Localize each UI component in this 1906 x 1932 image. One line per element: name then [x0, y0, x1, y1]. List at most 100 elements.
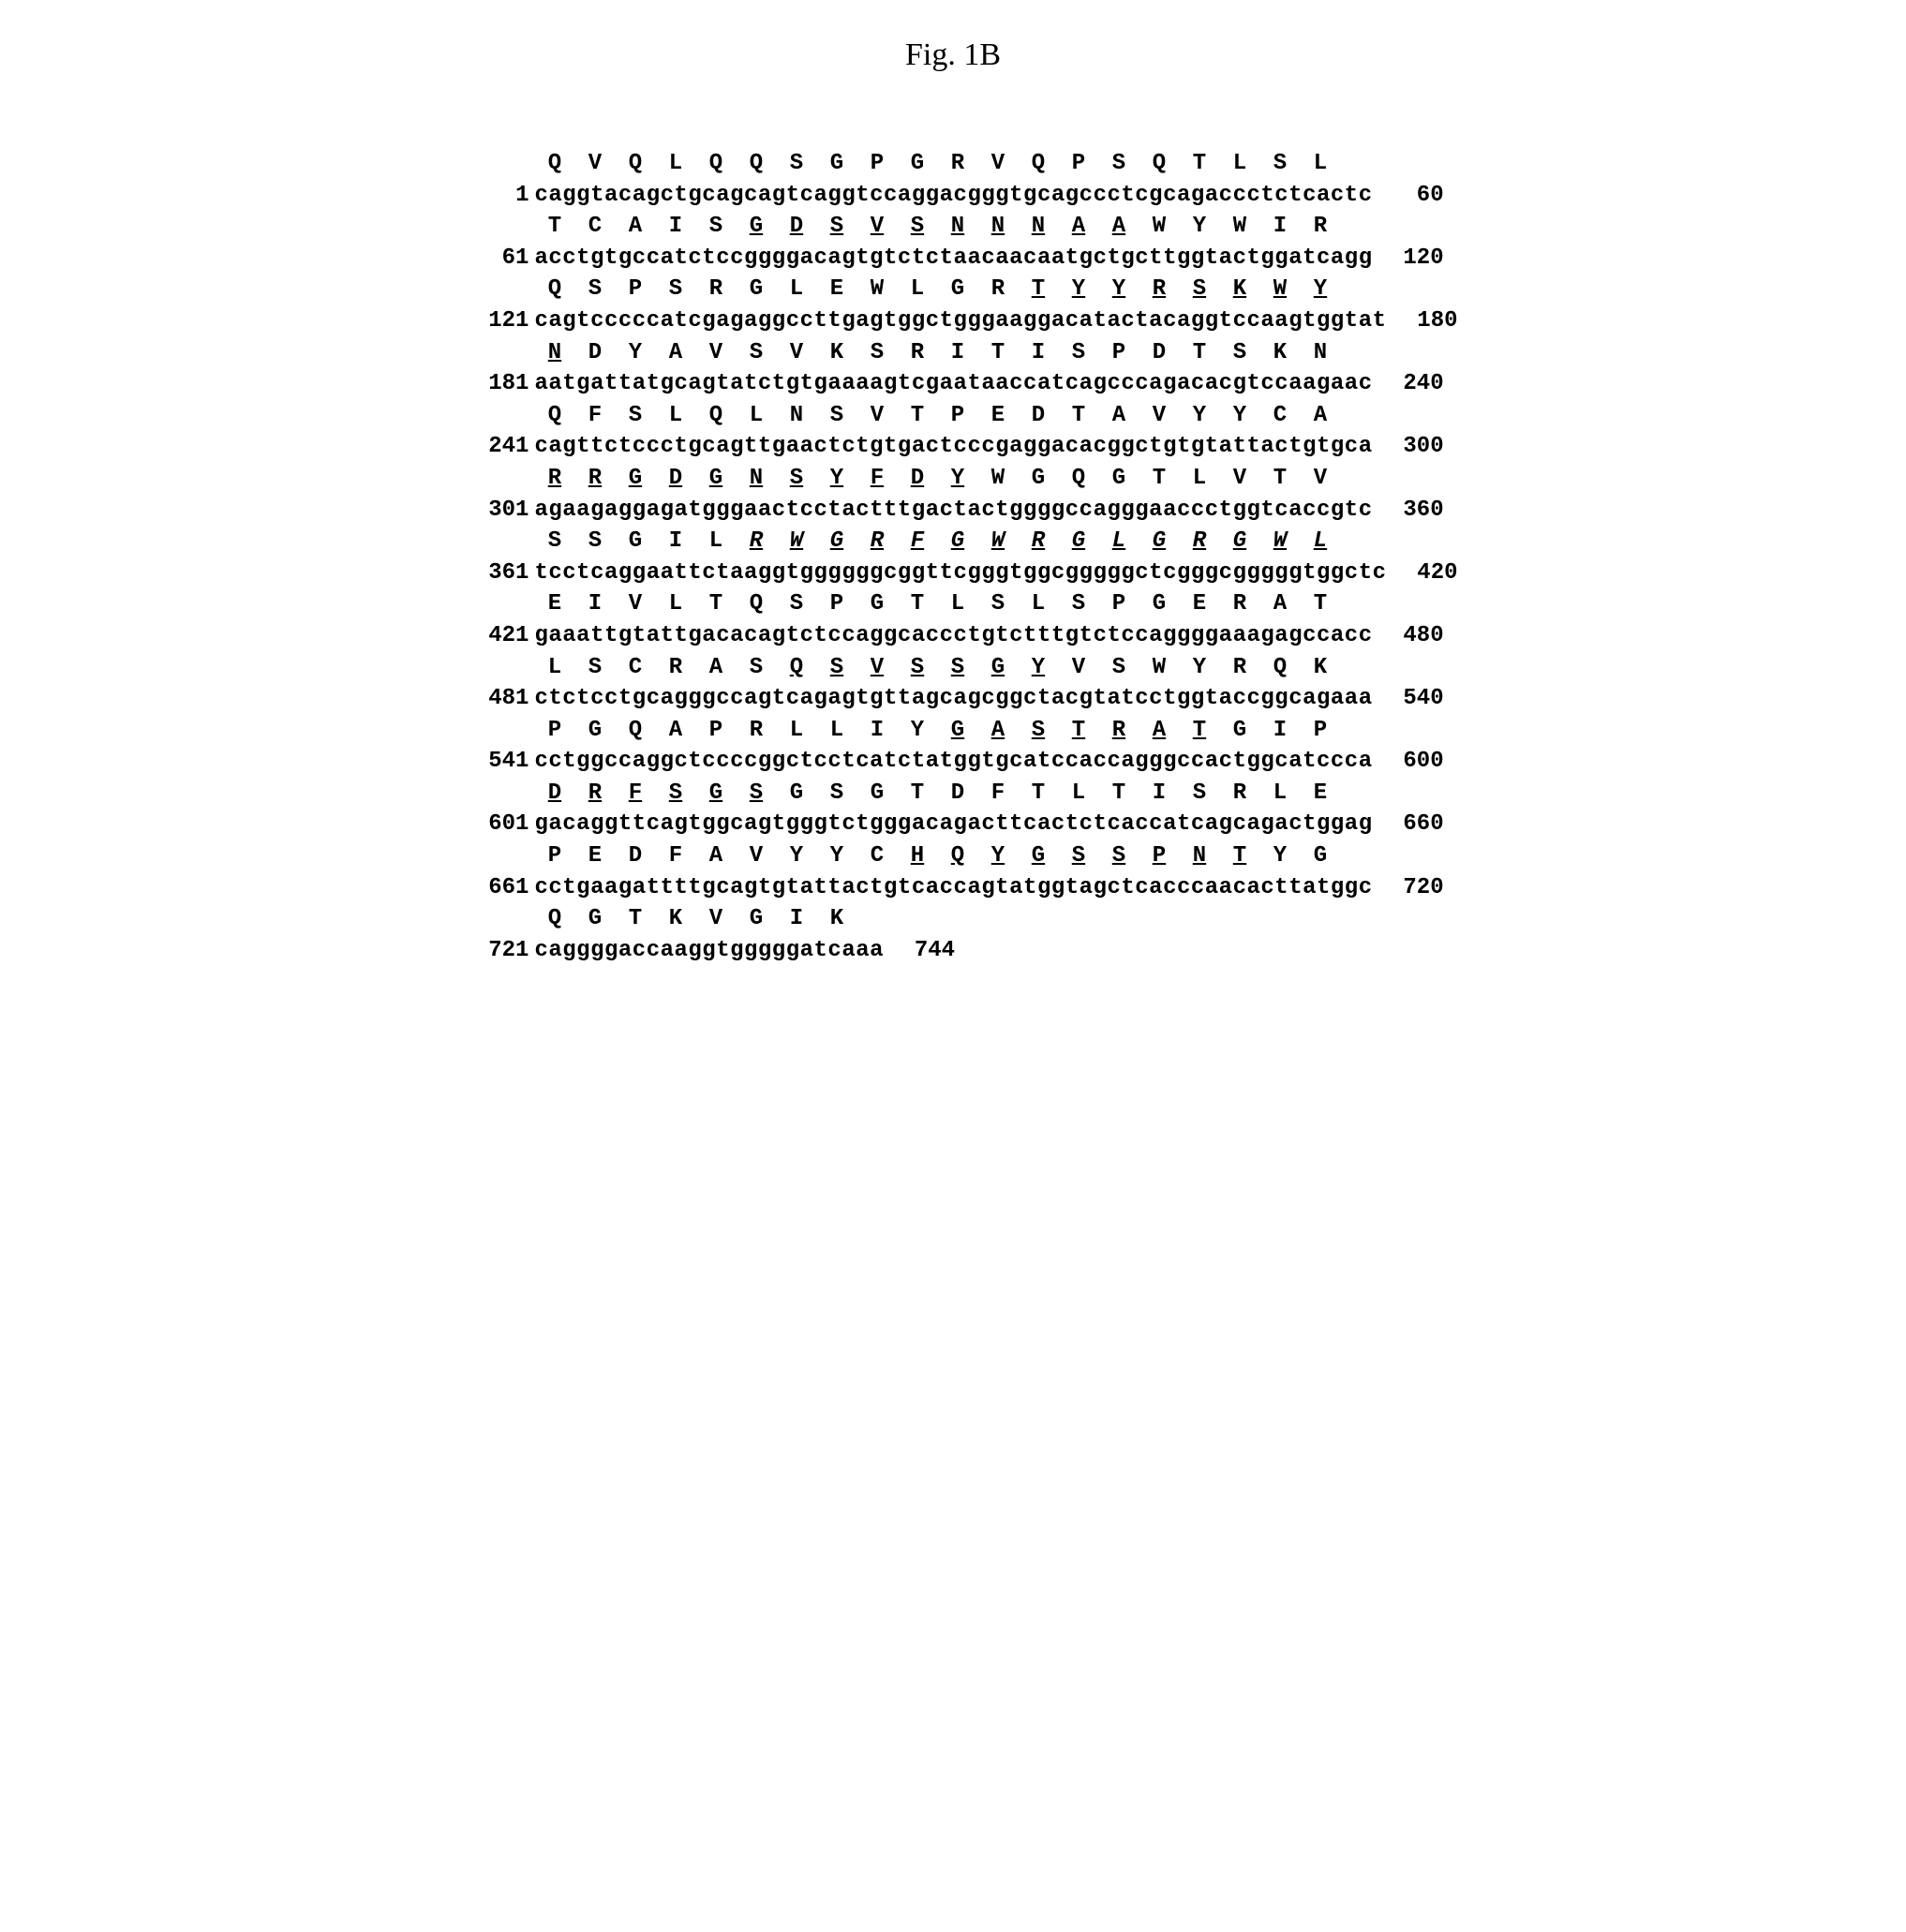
aa-row: SSGILRWGRFGWRGLGRGWL: [448, 526, 1457, 557]
nt-end-number: 744: [884, 935, 955, 967]
aa-residue: E: [1179, 588, 1219, 620]
aa-residue: A: [615, 211, 655, 243]
aa-row: DRFSGSGSGTDFTLTISRLE: [448, 778, 1457, 810]
aa-residue: Y: [1179, 652, 1219, 684]
aa-residue: Y: [1300, 274, 1340, 305]
aa-residue: G: [937, 526, 977, 557]
aa-residue: S: [1259, 148, 1300, 180]
aa-residue: G: [776, 778, 816, 810]
aa-sequence: EIVLTQSPGTLSLSPGERAT: [534, 588, 1340, 620]
aa-residue: F: [615, 778, 655, 810]
aa-residue: R: [695, 274, 736, 305]
aa-residue: F: [655, 840, 695, 872]
aa-residue: F: [977, 778, 1018, 810]
aa-row: EIVLTQSPGTLSLSPGERAT: [448, 588, 1457, 620]
aa-residue: G: [574, 903, 615, 935]
aa-residue: Q: [534, 274, 574, 305]
nt-row: 481ctctcctgcagggccagtcagagtgttagcagcggct…: [448, 683, 1457, 715]
aa-residue: I: [574, 588, 615, 620]
aa-residue: R: [1219, 588, 1259, 620]
aa-residue: C: [574, 211, 615, 243]
aa-residue: L: [1219, 148, 1259, 180]
aa-residue: Y: [615, 337, 655, 369]
aa-residue: S: [776, 148, 816, 180]
aa-residue: G: [736, 903, 776, 935]
sequence-block: QFSLQLNSVTPEDTAVYYCA241cagttctccctgcagtt…: [448, 400, 1457, 463]
sequence-block: TCAISGDSVSNNNAAWYWIR61acctgtgccatctccggg…: [448, 211, 1457, 274]
aa-residue: I: [776, 903, 816, 935]
aa-residue: V: [1219, 463, 1259, 495]
aa-residue: V: [776, 337, 816, 369]
aa-residue: V: [574, 148, 615, 180]
aa-residue: S: [736, 337, 776, 369]
aa-residue: W: [977, 463, 1018, 495]
aa-sequence: RRGDGNSYFDYWGQGTLVTV: [534, 463, 1340, 495]
sequence-block: SSGILRWGRFGWRGLGRGWL361tcctcaggaattctaag…: [448, 526, 1457, 588]
aa-residue: S: [897, 211, 937, 243]
aa-residue: G: [1300, 840, 1340, 872]
nt-sequence: acctgtgccatctccggggacagtgtctctaacaacaatg…: [534, 243, 1372, 275]
nt-row: 541cctggccaggctccccggctcctcatctatggtgcat…: [448, 746, 1457, 778]
aa-residue: L: [1300, 526, 1340, 557]
aa-residue: L: [897, 274, 937, 305]
nt-end-number: 420: [1387, 557, 1458, 589]
aa-residue: W: [1139, 211, 1179, 243]
aa-residue: Q: [695, 400, 736, 432]
aa-sequence: QFSLQLNSVTPEDTAVYYCA: [534, 400, 1340, 432]
aa-residue: G: [736, 211, 776, 243]
nt-end-number: 540: [1373, 683, 1444, 715]
aa-residue: S: [897, 652, 937, 684]
aa-residue: A: [1058, 211, 1098, 243]
aa-residue: N: [776, 400, 816, 432]
aa-residue: L: [1300, 148, 1340, 180]
aa-residue: P: [615, 274, 655, 305]
aa-row: QVQLQQSGPGRVQPSQTLSL: [448, 148, 1457, 180]
aa-residue: A: [1098, 400, 1139, 432]
aa-residue: D: [534, 778, 574, 810]
aa-residue: A: [1139, 715, 1179, 747]
nt-end-number: 60: [1373, 180, 1444, 212]
aa-residue: G: [615, 526, 655, 557]
aa-residue: I: [1139, 778, 1179, 810]
aa-residue: G: [1018, 840, 1058, 872]
aa-residue: C: [615, 652, 655, 684]
aa-residue: S: [574, 526, 615, 557]
aa-residue: V: [695, 337, 736, 369]
aa-residue: N: [937, 211, 977, 243]
aa-residue: T: [897, 778, 937, 810]
aa-residue: L: [1179, 463, 1219, 495]
aa-residue: T: [1219, 840, 1259, 872]
aa-residue: K: [1300, 652, 1340, 684]
nt-row: 61acctgtgccatctccggggacagtgtctctaacaacaa…: [448, 243, 1457, 275]
nt-end-number: 240: [1373, 368, 1444, 400]
aa-residue: Q: [736, 148, 776, 180]
nt-row: 421gaaattgtattgacacagtctccaggcaccctgtctt…: [448, 620, 1457, 652]
aa-residue: C: [1259, 400, 1300, 432]
aa-sequence: QSPSRGLEWLGRTYYRSKWY: [534, 274, 1340, 305]
aa-residue: G: [1018, 463, 1058, 495]
aa-residue: C: [856, 840, 897, 872]
aa-residue: V: [856, 211, 897, 243]
aa-residue: Y: [937, 463, 977, 495]
aa-residue: S: [937, 652, 977, 684]
aa-residue: W: [1139, 652, 1179, 684]
aa-residue: R: [1219, 652, 1259, 684]
aa-residue: R: [1179, 526, 1219, 557]
aa-residue: T: [1300, 588, 1340, 620]
aa-residue: A: [655, 715, 695, 747]
aa-residue: G: [897, 148, 937, 180]
nt-start-number: 241: [448, 431, 534, 463]
aa-residue: S: [1058, 588, 1098, 620]
aa-sequence: NDYAVSVKSRITISPDTSKN: [534, 337, 1340, 369]
aa-residue: V: [1139, 400, 1179, 432]
aa-residue: Y: [1018, 652, 1058, 684]
aa-residue: L: [816, 715, 856, 747]
aa-residue: S: [574, 274, 615, 305]
aa-residue: G: [937, 715, 977, 747]
aa-residue: V: [736, 840, 776, 872]
aa-residue: V: [695, 903, 736, 935]
nt-end-number: 300: [1373, 431, 1444, 463]
aa-residue: K: [816, 337, 856, 369]
nt-start-number: 541: [448, 746, 534, 778]
aa-residue: G: [736, 274, 776, 305]
